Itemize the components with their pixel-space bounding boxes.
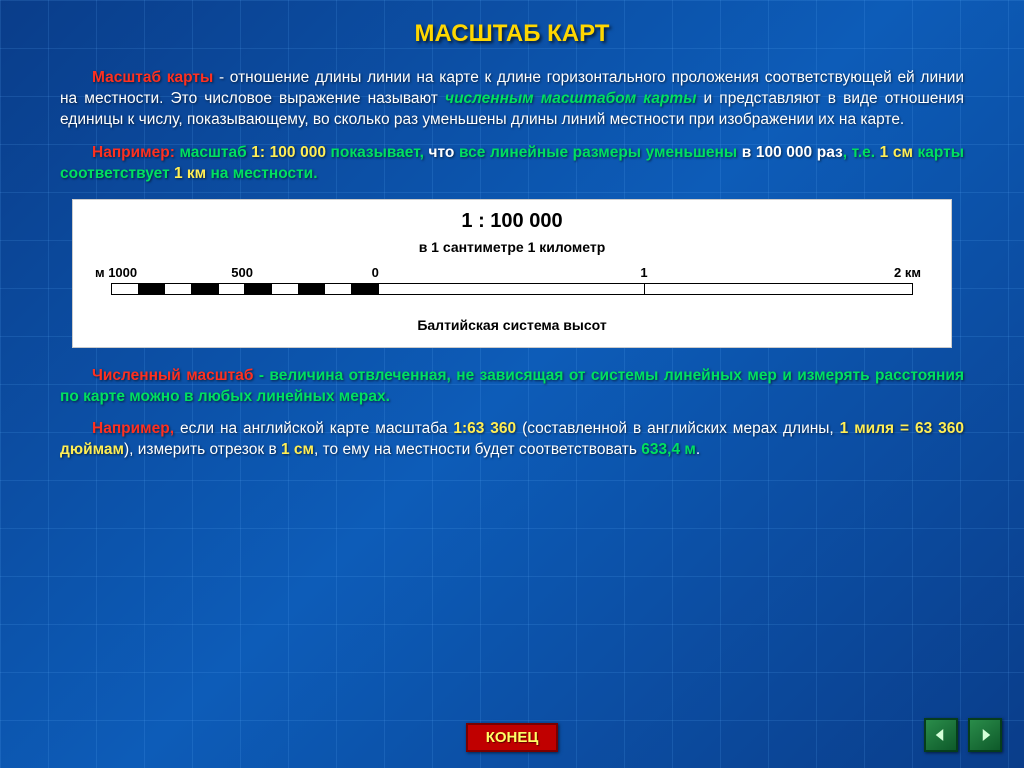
scale-bar: м 1000 500 0 1 2 км bbox=[111, 265, 913, 309]
value-1cm: 1 см bbox=[880, 144, 913, 161]
term-map-scale: Масштаб карты bbox=[92, 69, 213, 86]
end-button[interactable]: КОНЕЦ bbox=[466, 723, 559, 752]
tick-1: 1 bbox=[640, 265, 647, 280]
term-numeric: Численный масштаб bbox=[92, 367, 253, 384]
value-1km: 1 км bbox=[174, 165, 206, 182]
value-times: в 100 000 раз bbox=[742, 144, 843, 161]
arrow-right-icon bbox=[976, 726, 994, 744]
tick-2km: 2 км bbox=[894, 265, 921, 280]
nav-bar: КОНЕЦ bbox=[0, 723, 1024, 752]
prev-button[interactable] bbox=[924, 718, 958, 752]
arrow-left-icon bbox=[932, 726, 950, 744]
value-633: 633,4 м bbox=[641, 441, 696, 458]
value-1cm-2: 1 см bbox=[281, 441, 314, 458]
scale-ratio: 1 : 100 000 bbox=[91, 210, 933, 233]
next-button[interactable] bbox=[968, 718, 1002, 752]
value-ratio: 1: 100 000 bbox=[251, 144, 326, 161]
tick-0: 0 bbox=[372, 265, 379, 280]
slide-content: МАСШТАБ КАРТ Масштаб карты - отношение д… bbox=[0, 0, 1024, 493]
label-for-example-2: Например, bbox=[92, 420, 174, 437]
label-for-example: Например: bbox=[92, 144, 175, 161]
term-numeric-scale: численным масштабом карты bbox=[445, 90, 696, 107]
paragraph-example-1: Например: масштаб 1: 100 000 показывает,… bbox=[60, 143, 964, 185]
tick-500: 500 bbox=[231, 265, 253, 280]
paragraph-example-2: Например, если на английской карте масшт… bbox=[60, 419, 964, 461]
tick-m1000: м 1000 bbox=[95, 265, 137, 280]
paragraph-definition: Масштаб карты - отношение длины линии на… bbox=[60, 68, 964, 131]
scale-verbal: в 1 сантиметре 1 километр bbox=[91, 239, 933, 255]
scale-caption: Балтийская система высот bbox=[91, 317, 933, 333]
scale-diagram: 1 : 100 000 в 1 сантиметре 1 километр м … bbox=[72, 199, 952, 348]
value-ratio-2: 1:63 360 bbox=[453, 420, 516, 437]
scale-bar-graphic bbox=[111, 283, 913, 295]
slide-title: МАСШТАБ КАРТ bbox=[60, 20, 964, 48]
paragraph-numeric-scale: Численный масштаб - величина отвлеченная… bbox=[60, 366, 964, 408]
